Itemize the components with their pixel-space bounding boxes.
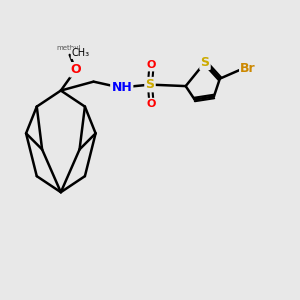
Text: CH₃: CH₃ (71, 48, 89, 59)
Text: Br: Br (240, 62, 256, 75)
Text: O: O (147, 99, 156, 109)
Text: S: S (200, 56, 209, 69)
Text: methyl: methyl (56, 45, 80, 51)
Text: S: S (146, 78, 154, 91)
Text: NH: NH (111, 81, 132, 94)
Text: O: O (147, 60, 156, 70)
Text: O: O (70, 63, 81, 76)
